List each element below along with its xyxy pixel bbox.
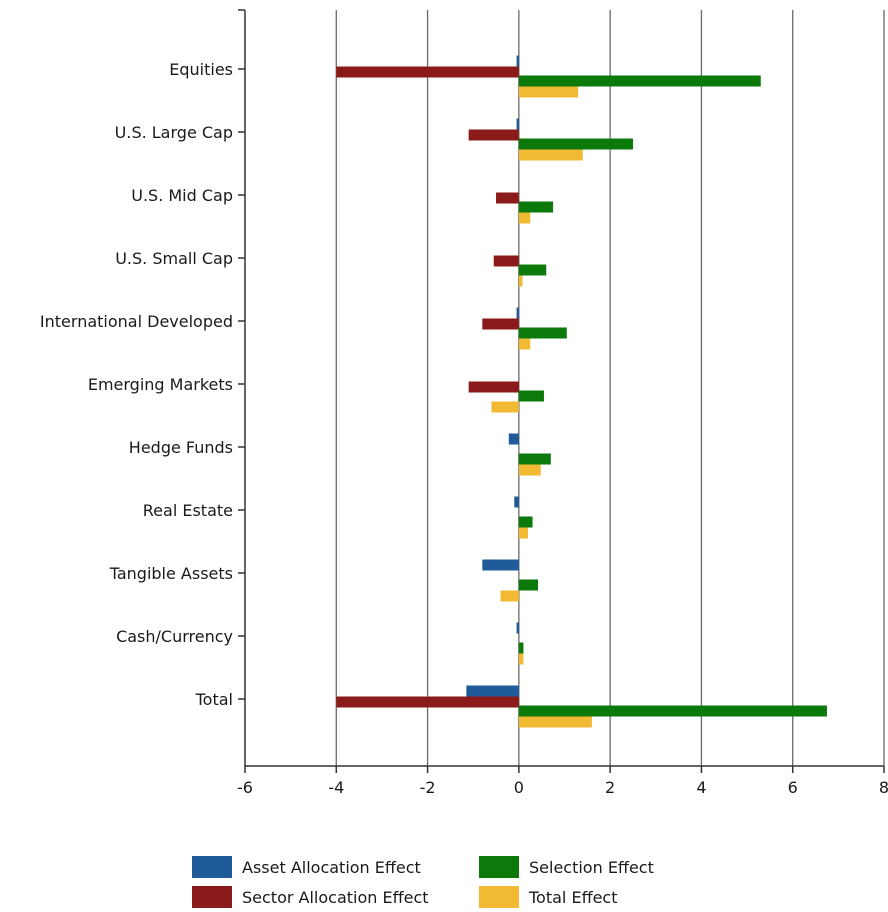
bar-total-effect-real-estate — [518, 527, 528, 539]
bar-total-effect-international-developed — [518, 338, 531, 350]
bar-total-effect-total — [518, 716, 592, 728]
bar-selection-effect-tangible-assets — [518, 579, 539, 591]
legend-label-sector-allocation: Sector Allocation Effect — [242, 887, 429, 907]
bar-sector-allocation-effect-u-s-large-cap — [468, 129, 519, 141]
y-tick-label-real-estate: Real Estate — [143, 501, 233, 520]
bar-total-effect-u-s-mid-cap — [518, 212, 531, 224]
bar-selection-effect-equities — [518, 75, 761, 87]
legend-item-selection: Selection Effect — [479, 856, 654, 878]
y-tick-label-u-s-small-cap: U.S. Small Cap — [115, 249, 233, 268]
y-tick-label-u-s-mid-cap: U.S. Mid Cap — [131, 186, 233, 205]
bar-asset-allocation-effect-equities — [516, 55, 519, 67]
legend-swatch-total-effect — [479, 886, 519, 908]
bar-total-effect-u-s-small-cap — [518, 275, 523, 287]
legend-swatch-asset-allocation — [192, 856, 232, 878]
bar-selection-effect-total — [518, 705, 827, 717]
legend-label-asset-allocation: Asset Allocation Effect — [242, 857, 421, 877]
x-tick-label-0: 0 — [514, 778, 524, 797]
x-tick-label-4: -4 — [328, 778, 344, 797]
bar-sector-allocation-effect-u-s-small-cap — [493, 255, 519, 267]
bar-sector-allocation-effect-total — [336, 696, 519, 708]
bar-total-effect-emerging-markets — [491, 401, 519, 413]
bar-selection-effect-u-s-mid-cap — [518, 201, 554, 213]
legend-swatch-sector-allocation — [192, 886, 232, 908]
x-tick-label-2: 2 — [605, 778, 615, 797]
bar-asset-allocation-effect-tangible-assets — [482, 559, 519, 571]
bar-total-effect-cash-currency — [518, 653, 524, 665]
legend: Asset Allocation Effect Sector Allocatio… — [192, 856, 792, 912]
bar-asset-allocation-effect-cash-currency — [516, 622, 519, 634]
bar-selection-effect-u-s-large-cap — [518, 138, 633, 150]
x-tick-label-8: 8 — [879, 778, 888, 797]
bar-selection-effect-u-s-small-cap — [518, 264, 547, 276]
y-tick-label-equities: Equities — [169, 60, 233, 79]
y-tick-label-hedge-funds: Hedge Funds — [129, 438, 233, 457]
bar-asset-allocation-effect-real-estate — [514, 496, 519, 508]
y-tick-label-emerging-markets: Emerging Markets — [88, 375, 233, 394]
bar-sector-allocation-effect-international-developed — [482, 318, 519, 330]
bar-selection-effect-cash-currency — [518, 642, 524, 654]
legend-swatch-selection — [479, 856, 519, 878]
bar-selection-effect-real-estate — [518, 516, 533, 528]
legend-label-total-effect: Total Effect — [529, 887, 618, 907]
bar-sector-allocation-effect-u-s-mid-cap — [496, 192, 519, 204]
legend-label-selection: Selection Effect — [529, 857, 654, 877]
x-tick-label-2: -2 — [420, 778, 436, 797]
bar-asset-allocation-effect-international-developed — [516, 307, 519, 319]
bar-sector-allocation-effect-emerging-markets — [468, 381, 519, 393]
legend-item-sector-allocation: Sector Allocation Effect — [192, 886, 429, 908]
y-tick-label-international-developed: International Developed — [40, 312, 233, 331]
bar-total-effect-hedge-funds — [518, 464, 541, 476]
bar-sector-allocation-effect-equities — [336, 66, 519, 78]
bar-selection-effect-hedge-funds — [518, 453, 551, 465]
x-tick-label-6: 6 — [788, 778, 798, 797]
bar-total-effect-u-s-large-cap — [518, 149, 583, 161]
bar-asset-allocation-effect-u-s-large-cap — [516, 118, 519, 130]
y-tick-label-cash-currency: Cash/Currency — [116, 627, 233, 646]
y-tick-label-total: Total — [195, 690, 233, 709]
bar-total-effect-equities — [518, 86, 579, 98]
bar-asset-allocation-effect-total — [466, 685, 519, 697]
bar-chart: -6 -4 -2 0 2 4 6 8 Equities U.S. Large Cap U.S. Mi… — [40, 9, 888, 797]
bar-asset-allocation-effect-hedge-funds — [508, 433, 519, 445]
x-tick-label-6: -6 — [237, 778, 253, 797]
legend-item-total-effect: Total Effect — [479, 886, 618, 908]
bar-selection-effect-emerging-markets — [518, 390, 544, 402]
bar-selection-effect-international-developed — [518, 327, 567, 339]
y-tick-label-tangible-assets: Tangible Assets — [109, 564, 233, 583]
y-tick-label-u-s-large-cap: U.S. Large Cap — [115, 123, 233, 142]
x-tick-label-4: 4 — [696, 778, 706, 797]
legend-item-asset-allocation: Asset Allocation Effect — [192, 856, 421, 878]
bar-total-effect-tangible-assets — [500, 590, 519, 602]
